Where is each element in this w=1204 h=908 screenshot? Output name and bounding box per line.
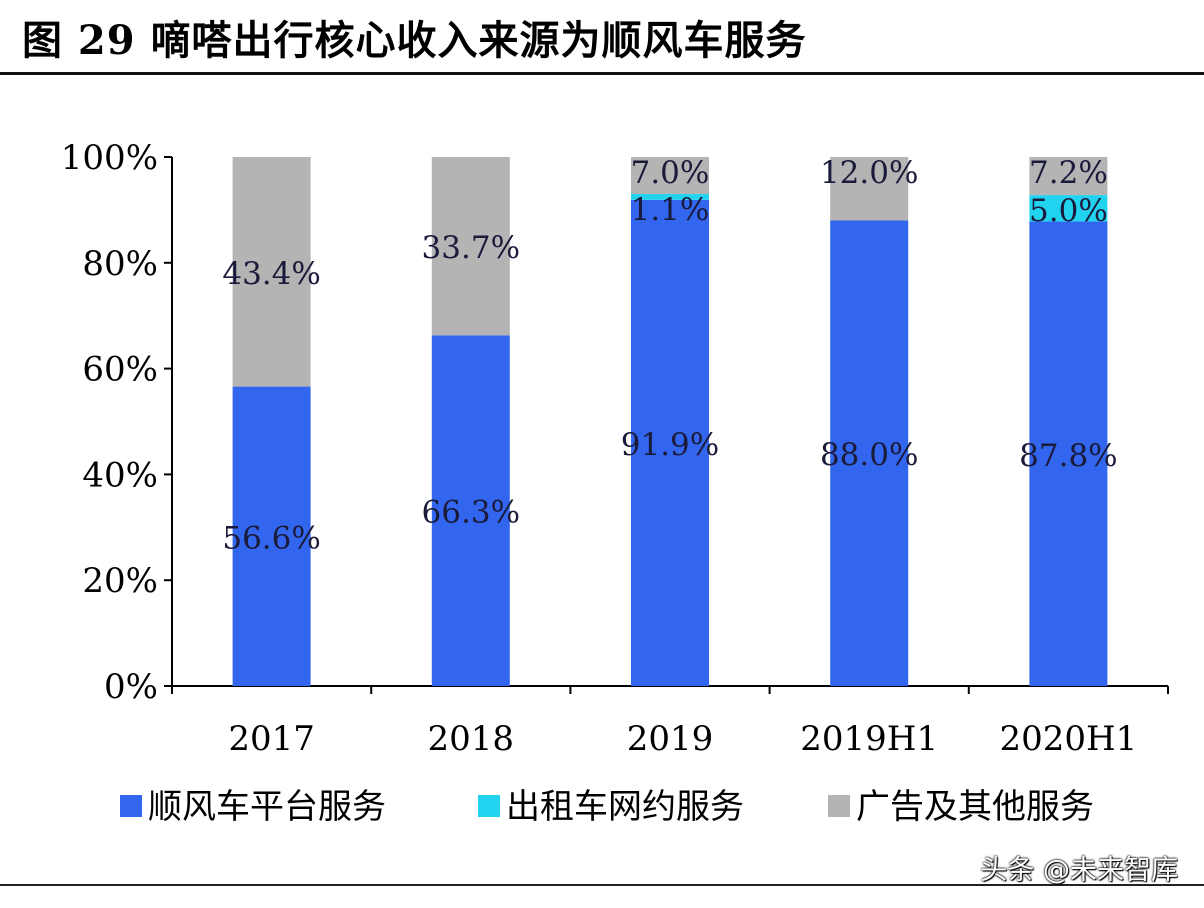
legend-label: 广告及其他服务 bbox=[856, 787, 1094, 827]
data-label: 33.7% bbox=[422, 230, 520, 266]
plot-background bbox=[0, 76, 1204, 880]
bar-segment-0 bbox=[631, 199, 709, 686]
y-tick-label: 0% bbox=[104, 667, 158, 707]
data-label: 5.0% bbox=[1029, 193, 1108, 229]
bar-segment-0 bbox=[431, 335, 510, 686]
y-tick-label: 60% bbox=[82, 350, 158, 390]
data-label: 88.0% bbox=[820, 437, 918, 473]
bar-segment-1 bbox=[1029, 195, 1108, 222]
data-label: 7.2% bbox=[1029, 155, 1108, 191]
bottom-rule bbox=[0, 884, 1204, 886]
data-label: 7.0% bbox=[631, 155, 710, 191]
legend-label: 出租车网约服务 bbox=[506, 787, 744, 827]
top-rule bbox=[0, 72, 1204, 75]
legend-swatch-2 bbox=[828, 795, 850, 817]
chart-bars bbox=[232, 157, 1108, 687]
stacked-bar-chart: 0% 20% 40% 60% 80% 100% 2017 2018 2019 2019H1 2020… bbox=[0, 76, 1204, 880]
bar-segment-2 bbox=[1029, 157, 1108, 196]
x-tick-label: 2018 bbox=[428, 719, 515, 759]
x-tick-label: 2020H1 bbox=[999, 719, 1137, 759]
bar-segment-2 bbox=[431, 157, 510, 336]
legend-label: 顺风车平台服务 bbox=[148, 787, 386, 827]
chart-legend: 顺风车平台服务 出租车网约服务 广告及其他服务 bbox=[120, 787, 1094, 827]
data-label: 66.3% bbox=[422, 495, 520, 531]
data-label: 12.0% bbox=[820, 155, 918, 191]
y-tick-label: 100% bbox=[61, 138, 158, 178]
bar-segment-0 bbox=[830, 220, 909, 687]
data-label: 87.8% bbox=[1019, 438, 1117, 474]
data-label: 56.6% bbox=[222, 520, 320, 556]
data-label: 43.4% bbox=[222, 256, 320, 292]
bar-segment-2 bbox=[830, 157, 909, 221]
chart-axes: 0% 20% 40% 60% 80% 100% 2017 2018 2019 2019H1 2020… bbox=[0, 76, 1204, 880]
bar-segment-0 bbox=[1029, 221, 1108, 686]
bar-segment-0 bbox=[232, 386, 311, 686]
x-tick-label: 2017 bbox=[228, 719, 315, 759]
figure-title: 图 29 嘀嗒出行核心收入来源为顺风车服务 bbox=[22, 17, 807, 64]
y-tick-label: 80% bbox=[82, 244, 158, 284]
bar-segment-1 bbox=[631, 194, 709, 200]
legend-swatch-1 bbox=[478, 795, 500, 817]
x-tick-label: 2019 bbox=[627, 719, 714, 759]
data-label: 1.1% bbox=[631, 192, 710, 228]
y-tick-label: 20% bbox=[82, 561, 158, 601]
watermark-text: 头条 @未来智库 bbox=[980, 855, 1178, 886]
data-label: 91.9% bbox=[621, 427, 719, 463]
y-tick-label: 40% bbox=[82, 455, 158, 495]
legend-swatch-0 bbox=[120, 795, 142, 817]
chart-data-labels: 56.6% 43.4% 66.3% 33.7% 91.9% 1.1%7.0% 88.0% 12… bbox=[222, 155, 1117, 556]
bar-segment-2 bbox=[232, 157, 311, 387]
x-tick-label: 2019H1 bbox=[800, 719, 938, 759]
bar-segment-2 bbox=[631, 157, 709, 195]
